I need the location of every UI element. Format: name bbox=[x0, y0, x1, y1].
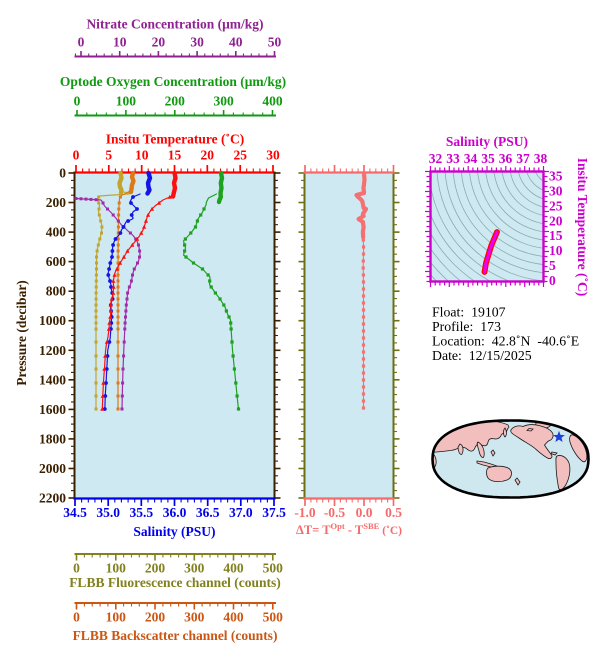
svg-text:0: 0 bbox=[74, 94, 81, 109]
svg-text:0: 0 bbox=[549, 273, 556, 288]
svg-text:0: 0 bbox=[78, 35, 85, 50]
svg-text:36.5: 36.5 bbox=[196, 505, 220, 520]
svg-text:Pressure (decibar): Pressure (decibar) bbox=[14, 280, 29, 386]
svg-text:36.0: 36.0 bbox=[163, 505, 187, 520]
svg-text:500: 500 bbox=[263, 561, 284, 576]
svg-text:50: 50 bbox=[268, 35, 282, 50]
svg-text:Salinity (PSU): Salinity (PSU) bbox=[133, 524, 215, 539]
svg-text:Location: 42.8˚N -40.6˚E: Location: 42.8˚N -40.6˚E bbox=[432, 334, 579, 349]
svg-text:200: 200 bbox=[145, 561, 166, 576]
svg-text:35: 35 bbox=[481, 151, 495, 166]
svg-text:300: 300 bbox=[184, 561, 205, 576]
svg-text:0.5: 0.5 bbox=[385, 505, 402, 520]
svg-text:Nitrate Concentration (μm/kg): Nitrate Concentration (μm/kg) bbox=[86, 17, 263, 32]
svg-text:1400: 1400 bbox=[39, 372, 66, 387]
svg-text:Salinity (PSU): Salinity (PSU) bbox=[446, 134, 528, 149]
svg-text:1200: 1200 bbox=[39, 343, 66, 358]
svg-text:2000: 2000 bbox=[39, 461, 66, 476]
svg-text:25: 25 bbox=[233, 148, 247, 163]
svg-text:500: 500 bbox=[263, 610, 284, 625]
svg-text:Float: 19107: Float: 19107 bbox=[432, 305, 506, 320]
svg-text:5: 5 bbox=[549, 258, 556, 273]
svg-text:0: 0 bbox=[73, 561, 80, 576]
svg-text:30: 30 bbox=[549, 184, 563, 199]
svg-text:0: 0 bbox=[59, 166, 66, 181]
svg-text:Optode Oxygen Concentration (μ: Optode Oxygen Concentration (μm/kg) bbox=[60, 74, 286, 89]
svg-text:25: 25 bbox=[549, 198, 563, 213]
svg-text:Insitu Temperature (˚C): Insitu Temperature (˚C) bbox=[575, 158, 590, 297]
svg-text:400: 400 bbox=[223, 610, 244, 625]
svg-text:Date: 12/15/2025: Date: 12/15/2025 bbox=[432, 348, 532, 363]
svg-text:35.0: 35.0 bbox=[96, 505, 120, 520]
svg-text:35: 35 bbox=[549, 169, 563, 184]
svg-text:400: 400 bbox=[46, 225, 67, 240]
svg-text:-0.5: -0.5 bbox=[324, 505, 346, 520]
svg-text:34: 34 bbox=[464, 151, 478, 166]
svg-text:300: 300 bbox=[213, 94, 234, 109]
svg-text:600: 600 bbox=[46, 254, 67, 269]
svg-text:0.0: 0.0 bbox=[356, 505, 373, 520]
svg-text:1000: 1000 bbox=[39, 313, 66, 328]
svg-text:38: 38 bbox=[534, 151, 548, 166]
svg-text:30: 30 bbox=[190, 35, 204, 50]
svg-text:10: 10 bbox=[113, 35, 127, 50]
svg-text:34.5: 34.5 bbox=[63, 505, 87, 520]
svg-text:800: 800 bbox=[46, 284, 67, 299]
svg-text:100: 100 bbox=[116, 94, 137, 109]
svg-text:30: 30 bbox=[266, 148, 280, 163]
svg-text:15: 15 bbox=[168, 148, 182, 163]
svg-text:0: 0 bbox=[73, 148, 80, 163]
svg-text:200: 200 bbox=[145, 610, 166, 625]
svg-text:15: 15 bbox=[549, 228, 563, 243]
svg-text:37: 37 bbox=[516, 151, 530, 166]
svg-text:0: 0 bbox=[73, 610, 80, 625]
svg-text:Insitu Temperature (˚C): Insitu Temperature (˚C) bbox=[106, 132, 245, 147]
svg-text:FLBB Fluorescence channel (cou: FLBB Fluorescence channel (counts) bbox=[69, 575, 281, 590]
svg-text:32: 32 bbox=[429, 151, 443, 166]
svg-text:20: 20 bbox=[549, 213, 563, 228]
svg-text:40: 40 bbox=[229, 35, 243, 50]
svg-text:300: 300 bbox=[184, 610, 205, 625]
svg-text:20: 20 bbox=[152, 35, 166, 50]
svg-text:36: 36 bbox=[499, 151, 513, 166]
svg-text:100: 100 bbox=[106, 561, 127, 576]
svg-text:10: 10 bbox=[549, 243, 563, 258]
svg-text:10: 10 bbox=[135, 148, 149, 163]
svg-text:-1.0: -1.0 bbox=[294, 505, 316, 520]
svg-text:1600: 1600 bbox=[39, 402, 66, 417]
svg-text:37.5: 37.5 bbox=[262, 505, 286, 520]
svg-text:400: 400 bbox=[223, 561, 244, 576]
svg-text:100: 100 bbox=[106, 610, 127, 625]
svg-text:400: 400 bbox=[262, 94, 283, 109]
svg-text:2200: 2200 bbox=[39, 491, 66, 506]
svg-text:5: 5 bbox=[105, 148, 112, 163]
svg-text:35.5: 35.5 bbox=[129, 505, 153, 520]
svg-text:200: 200 bbox=[46, 195, 67, 210]
svg-text:20: 20 bbox=[201, 148, 215, 163]
svg-text:1800: 1800 bbox=[39, 431, 66, 446]
svg-text:200: 200 bbox=[165, 94, 186, 109]
svg-text:Profile: 173: Profile: 173 bbox=[432, 319, 501, 334]
svg-text:33: 33 bbox=[446, 151, 460, 166]
svg-text:37.0: 37.0 bbox=[229, 505, 253, 520]
svg-text:FLBB Backscatter channel (coun: FLBB Backscatter channel (counts) bbox=[73, 628, 278, 643]
